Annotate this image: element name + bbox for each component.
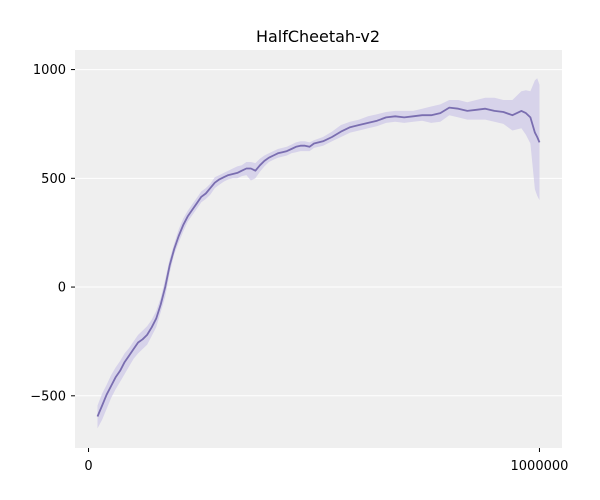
mean-return-line xyxy=(96,106,541,417)
x-tick-label: 0 xyxy=(84,459,92,474)
chart-title: HalfCheetah-v2 xyxy=(256,27,380,46)
x-axis: 0 1000000 xyxy=(84,448,568,474)
mean-line-layer xyxy=(96,106,541,417)
x-tick-label: 1000000 xyxy=(511,459,569,474)
y-tick-label: 500 xyxy=(41,172,66,187)
grid-lines xyxy=(75,69,562,397)
confidence-band-layer xyxy=(97,78,540,429)
y-tick-label: −500 xyxy=(30,389,66,404)
y-tick-label: 1000 xyxy=(33,63,66,78)
y-tick-label: 0 xyxy=(58,281,66,296)
confidence-band xyxy=(97,78,540,429)
y-axis: −500 0 500 1000 xyxy=(30,63,75,404)
